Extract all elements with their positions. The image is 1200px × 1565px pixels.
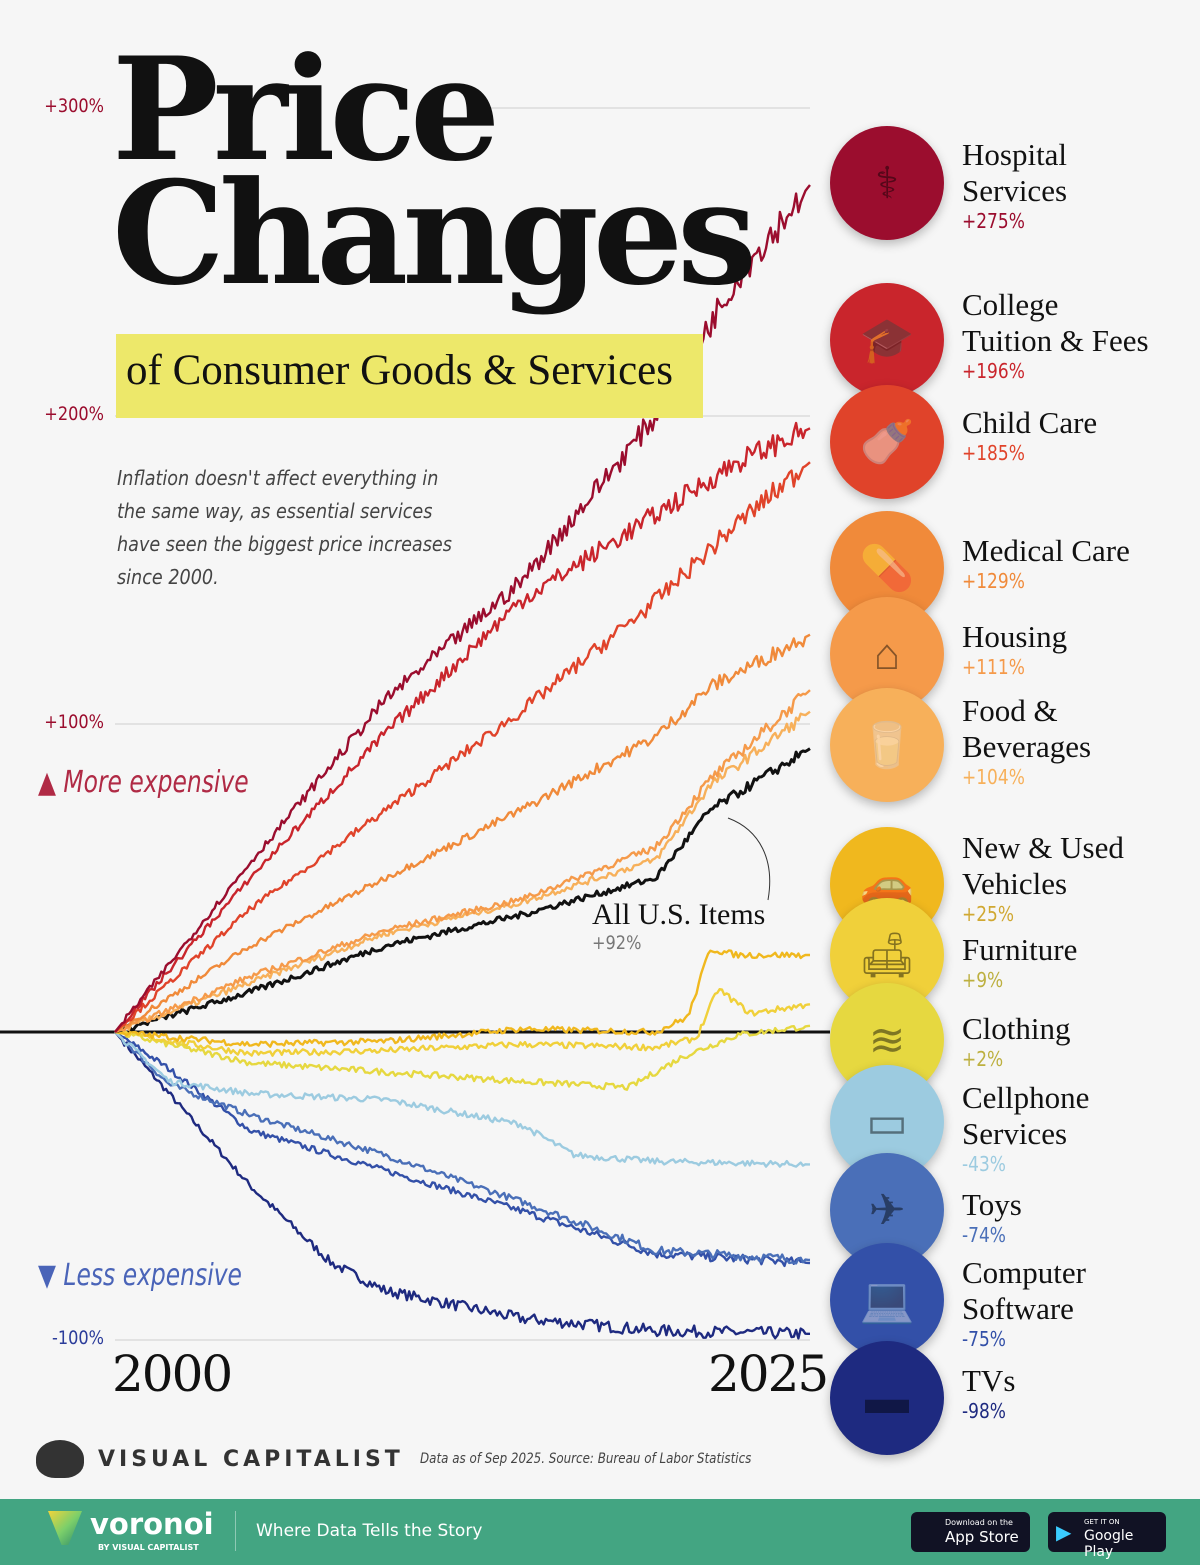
laptop-icon: 💻 [830, 1243, 944, 1357]
legend-item: Toys -74% [962, 1187, 1022, 1247]
legend-item: Computer Software -75% [962, 1255, 1086, 1351]
category-name: Housing [962, 619, 1068, 654]
legend-item: New & Used Vehicles +25% [962, 830, 1124, 926]
category-name: Toys [962, 1187, 1022, 1222]
legend-item: Cellphone Services -43% [962, 1080, 1089, 1176]
category-change: +2% [962, 1047, 1004, 1071]
triangle-down-icon: ▼ [38, 1258, 64, 1293]
series-line-food-beverages [114, 710, 811, 1034]
subtitle-highlight [116, 334, 703, 418]
series-line-housing [114, 689, 811, 1034]
category-name: College Tuition & Fees [962, 287, 1149, 358]
category-change: +275% [962, 209, 1025, 233]
category-change: +25% [962, 902, 1015, 926]
google-play-button[interactable]: ▶ GET IT ON Google Play [1048, 1512, 1166, 1560]
legend-item: Clothing +2% [962, 1011, 1071, 1071]
tv-icon: ▬ [830, 1341, 944, 1455]
category-change: +104% [962, 765, 1025, 789]
legend-item: Furniture +9% [962, 932, 1077, 992]
category-change: +196% [962, 359, 1025, 383]
series-line-toys [114, 1031, 811, 1265]
milk-bottle-icon: 🥛 [830, 688, 944, 802]
visual-capitalist-brand: VISUAL CAPITALIST Data as of Sep 2025. S… [36, 1440, 810, 1478]
page-title: Price Changes [112, 27, 757, 317]
more-expensive-label: ▲ More expensive [38, 765, 249, 800]
series-line-clothing [114, 1024, 811, 1091]
annotation-arrow [727, 817, 771, 901]
category-name: New & Used Vehicles [962, 830, 1124, 901]
category-change: -75% [962, 1327, 1006, 1351]
footer-divider [235, 1511, 236, 1551]
legend-item: TVs -98% [962, 1363, 1015, 1423]
y-tick-minus-100: -100% [51, 1327, 104, 1349]
category-name: Computer Software [962, 1255, 1086, 1326]
category-change: +185% [962, 441, 1025, 465]
category-change: -98% [962, 1399, 1006, 1423]
triangle-up-icon: ▲ [38, 765, 64, 800]
series-line-college-tuition-fees [114, 421, 811, 1033]
x-tick-2000: 2000 [112, 1345, 233, 1403]
legend-item: Hospital Services +275% [962, 137, 1067, 233]
category-change: -74% [962, 1223, 1006, 1247]
app-store-button[interactable]: Download on the App Store [911, 1512, 1030, 1552]
category-name: Food & Beverages [962, 693, 1092, 764]
legend-item: Medical Care +129% [962, 533, 1130, 593]
baby-bottle-icon: 🍼 [830, 385, 944, 499]
voronoi-logo[interactable]: voronoi [90, 1507, 214, 1541]
category-name: Clothing [962, 1011, 1071, 1046]
series-line-medical-care [114, 633, 811, 1034]
series-line-cellphone-services [114, 1031, 810, 1168]
legend-item: Housing +111% [962, 619, 1067, 679]
series-line-all-u-s-items [114, 747, 811, 1034]
category-name: Furniture [962, 932, 1078, 967]
y-tick-100: +100% [44, 711, 104, 733]
legend-item: Child Care +185% [962, 405, 1097, 465]
category-change: +129% [962, 569, 1025, 593]
y-tick-300: +300% [44, 95, 104, 117]
description: Inflation doesn't affect everything in t… [117, 466, 452, 589]
category-name: TVs [962, 1363, 1016, 1398]
category-change: +9% [962, 968, 1004, 992]
series-line-child-care [114, 461, 811, 1033]
less-expensive-label: ▼ Less expensive [38, 1258, 242, 1293]
x-tick-2025: 2025 [708, 1345, 829, 1403]
category-name: Cellphone Services [962, 1080, 1090, 1151]
category-name: Hospital Services [962, 137, 1068, 208]
footer-bar: voronoi BY VISUAL CAPITALIST Where Data … [0, 1499, 1200, 1565]
voronoi-logo-icon [48, 1511, 82, 1545]
visual-capitalist-logo-icon [36, 1440, 84, 1478]
play-icon: ▶ [1056, 1520, 1072, 1544]
all-items-annotation: All U.S. Items +92% [592, 898, 766, 954]
legend-item: Food & Beverages +104% [962, 693, 1091, 789]
category-name: Medical Care [962, 533, 1130, 568]
category-change: -43% [962, 1152, 1006, 1176]
tagline: Where Data Tells the Story [256, 1521, 483, 1541]
line-chart [0, 107, 830, 1341]
stethoscope-icon: ⚕ [830, 126, 944, 240]
subtitle: of Consumer Goods & Services [126, 347, 673, 394]
category-change: +111% [962, 655, 1025, 679]
category-name: Child Care [962, 405, 1098, 440]
legend-item: College Tuition & Fees +196% [962, 287, 1149, 383]
series-line-tvs [114, 1031, 810, 1340]
graduation-cap-icon: 🎓 [830, 283, 944, 397]
y-tick-200: +200% [44, 403, 104, 425]
series-line-new-used-vehicles [114, 949, 810, 1048]
series-line-furniture [114, 988, 811, 1057]
